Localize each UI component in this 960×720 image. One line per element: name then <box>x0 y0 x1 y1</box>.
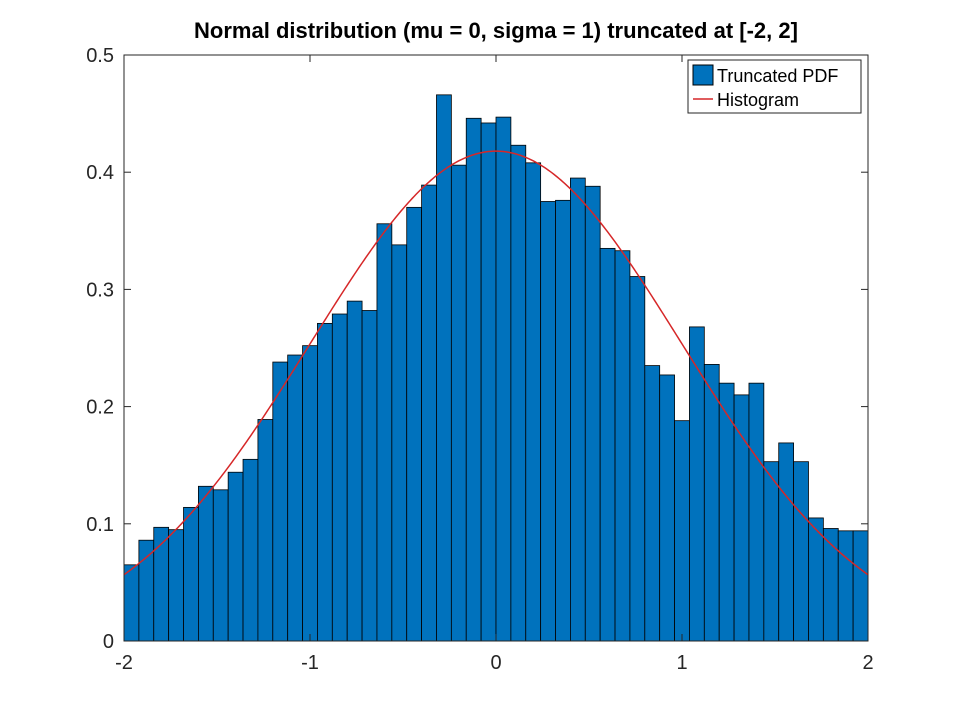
y-tick-label: 0.1 <box>86 514 114 536</box>
histogram-bar <box>763 461 780 642</box>
histogram-bar <box>287 354 303 642</box>
y-tick-label: 0.3 <box>86 279 114 301</box>
histogram-bar <box>227 471 244 642</box>
histogram-bar <box>138 539 155 642</box>
histogram-bar <box>197 485 214 642</box>
histogram-bar <box>852 530 869 642</box>
histogram-bar <box>793 461 809 642</box>
histogram-bar <box>317 322 333 642</box>
histogram-bar <box>555 199 571 642</box>
legend-swatch-histogram <box>692 64 714 86</box>
legend-label-histogram: Histogram <box>717 90 799 110</box>
legend-label-truncated-pdf: Truncated PDF <box>717 66 838 86</box>
histogram-bar <box>331 313 348 642</box>
histogram-bar <box>346 300 363 642</box>
histogram-bar <box>168 529 184 642</box>
histogram-bar <box>272 361 289 642</box>
x-tick-label: 2 <box>862 652 873 674</box>
histogram-bar <box>450 164 467 642</box>
histogram-bar <box>808 517 824 642</box>
x-tick-label: 1 <box>676 652 687 674</box>
histogram-bar <box>703 364 720 642</box>
legend-box <box>687 59 862 114</box>
histogram-bar <box>837 530 854 642</box>
histogram-bar <box>644 365 661 642</box>
histogram-bar <box>629 276 646 642</box>
histogram-bar <box>778 442 794 642</box>
x-tick-label: 0 <box>490 652 501 674</box>
histogram-bar <box>123 564 140 642</box>
y-tick-label: 0.4 <box>86 162 114 184</box>
chart-title: Normal distribution (mu = 0, sigma = 1) … <box>194 18 798 43</box>
histogram-bar <box>406 206 423 642</box>
histogram-bar <box>391 244 408 642</box>
histogram-bar <box>540 201 556 642</box>
histogram-bar <box>421 184 437 642</box>
y-tick-label: 0.5 <box>86 45 114 67</box>
x-tick-label: -2 <box>115 652 133 674</box>
x-tick-label: -1 <box>301 652 319 674</box>
histogram-bar <box>822 528 839 642</box>
histogram-bar <box>659 374 675 642</box>
histogram-bar <box>257 419 274 642</box>
histogram-bar <box>614 250 631 642</box>
histogram-bar <box>689 326 705 642</box>
y-tick-label: 0 <box>103 631 114 653</box>
histogram-bar <box>361 310 378 642</box>
y-tick-label: 0.2 <box>86 397 114 419</box>
histogram-bar <box>480 122 497 642</box>
histogram-bar <box>242 458 259 642</box>
histogram-bar <box>599 247 616 642</box>
histogram-bar <box>510 144 527 642</box>
histogram-bar <box>302 345 318 642</box>
histogram-bar <box>748 382 765 642</box>
axis-ticks: -2 -1 0 1 2 0 0.1 0.2 0.3 0.4 0.5 <box>86 45 873 674</box>
histogram-bar <box>183 506 199 642</box>
histogram-bar <box>584 185 601 642</box>
histogram-bar <box>465 117 482 642</box>
histogram-bar <box>495 116 512 642</box>
legend: Truncated PDF Histogram <box>687 59 862 114</box>
histogram-bar <box>570 177 586 642</box>
histogram-bar <box>436 94 452 642</box>
histogram-bar <box>525 162 542 642</box>
histogram-bar <box>733 394 750 642</box>
histogram-bar <box>376 223 393 642</box>
histogram-bar <box>674 420 690 642</box>
histogram-bar <box>212 489 229 642</box>
pdf-curve <box>123 150 869 576</box>
